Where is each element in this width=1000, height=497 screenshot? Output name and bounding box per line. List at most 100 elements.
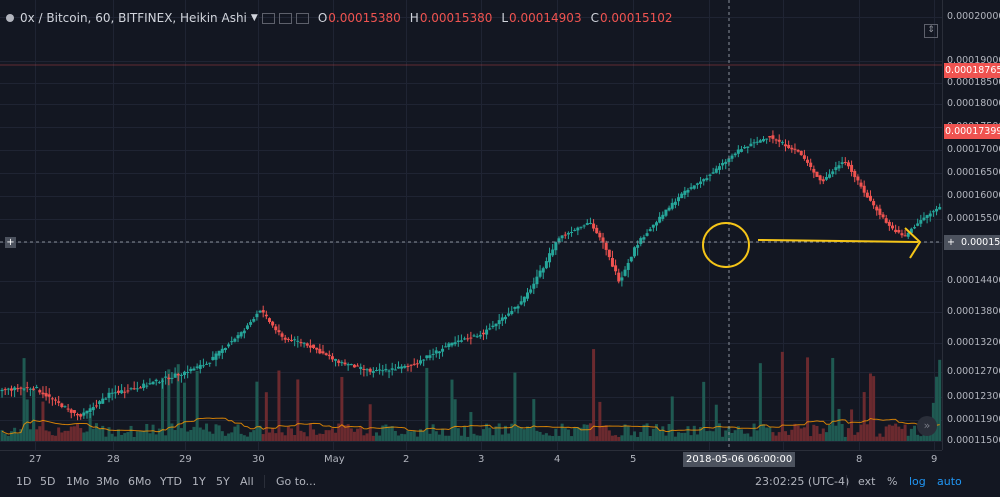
volume-bar: [711, 431, 715, 441]
volume-bar: [491, 435, 495, 441]
chart-area[interactable]: [0, 0, 942, 450]
candle-body: [327, 354, 331, 357]
candle-body: [44, 393, 48, 397]
volume-bar: [22, 358, 26, 441]
grid-line: [0, 104, 942, 105]
volume-bar: [223, 435, 227, 441]
range-ytd-button[interactable]: YTD: [160, 475, 182, 488]
candle-body: [686, 189, 690, 193]
candle-body: [677, 197, 681, 202]
range-1mo-button[interactable]: 1Mo: [66, 475, 90, 488]
volume-bar: [466, 436, 470, 441]
eye-icon[interactable]: [261, 12, 275, 24]
volume-bar: [702, 381, 706, 441]
time-axis[interactable]: 27282930May23456789 2018-05-06 06:00:00: [0, 450, 942, 468]
candle-body: [743, 147, 747, 149]
range-3mo-button[interactable]: 3Mo: [96, 475, 120, 488]
price-tick-label: 0.00019000: [947, 55, 1000, 66]
candle-body: [500, 317, 504, 321]
candle-body: [724, 161, 728, 164]
volume-bar: [123, 433, 127, 441]
candle-body: [604, 242, 608, 250]
bottom-toolbar: 1D 5D 1Mo 3Mo 6Mo YTD 1Y 5Y All Go to...…: [0, 468, 1000, 497]
volume-bar: [390, 426, 394, 441]
volume-bar: [607, 430, 611, 441]
volume-bar: [743, 433, 747, 441]
volume-bar: [692, 425, 696, 441]
volume-bar: [557, 435, 561, 441]
candle-body: [607, 249, 611, 258]
goto-date-button[interactable]: Go to...: [276, 475, 317, 488]
candle-body: [189, 368, 193, 372]
candle-body: [673, 201, 677, 205]
volume-bar: [167, 369, 171, 441]
candle-body: [456, 340, 460, 342]
volume-bar: [526, 426, 530, 441]
chart-canvas[interactable]: [0, 0, 942, 450]
candle-body: [884, 218, 888, 223]
volume-bar: [208, 431, 212, 441]
settings-icon[interactable]: [278, 12, 292, 24]
volume-bar: [598, 401, 602, 441]
crosshair-plus-icon[interactable]: +: [5, 237, 16, 248]
candle-body: [249, 322, 253, 325]
volume-bar: [337, 423, 341, 441]
add-alert-icon[interactable]: +: [947, 237, 955, 248]
candle-body: [164, 376, 168, 378]
candle-body: [94, 405, 98, 407]
range-1d-button[interactable]: 1D: [16, 475, 32, 488]
candle-body: [755, 141, 759, 143]
utc-clock[interactable]: 23:02:25 (UTC-4): [755, 475, 850, 488]
time-tick-label: 3: [478, 454, 485, 465]
range-1y-button[interactable]: 1Y: [192, 475, 206, 488]
symbol-title[interactable]: 0x / Bitcoin, 60, BITFINEX, Heikin Ashi: [20, 11, 247, 25]
candle-body: [636, 245, 640, 248]
candle-body: [138, 387, 142, 389]
range-all-button[interactable]: All: [240, 475, 254, 488]
volume-bar: [642, 424, 646, 441]
volume-bar: [371, 435, 375, 441]
candle-body: [359, 366, 363, 370]
volume-bar: [648, 436, 652, 441]
volume-bar: [802, 427, 806, 441]
scroll-to-realtime-icon[interactable]: »: [917, 416, 937, 436]
range-6mo-button[interactable]: 6Mo: [128, 475, 152, 488]
volume-bar: [72, 426, 76, 441]
candle-body: [233, 338, 237, 342]
log-scale-toggle[interactable]: log: [909, 475, 926, 488]
candle-body: [173, 373, 177, 378]
percent-scale-toggle[interactable]: %: [887, 475, 898, 488]
time-tick-label: 2: [403, 454, 410, 465]
volume-bar: [98, 428, 102, 441]
range-5d-button[interactable]: 5D: [40, 475, 56, 488]
candle-body: [38, 390, 42, 393]
candle-body: [148, 383, 152, 385]
volume-bar: [746, 433, 750, 441]
candle-body: [834, 167, 838, 171]
grid-line: [0, 83, 942, 84]
price-tick-label: 0.00020000: [947, 11, 1000, 22]
price-axis[interactable]: 0.00020000 0.00019000 0.00018500 0.00018000…: [942, 0, 1000, 450]
volume-bar: [220, 431, 224, 441]
auto-scale-toggle[interactable]: auto: [937, 475, 962, 488]
candle-body: [598, 232, 602, 238]
candle-body: [497, 320, 501, 325]
maximize-icon[interactable]: ⇕: [924, 24, 938, 38]
candle-body: [670, 202, 674, 209]
extended-hours-toggle[interactable]: ext: [858, 475, 876, 488]
volume-bar: [850, 409, 854, 441]
grid-line: [113, 0, 114, 450]
volume-bar: [739, 429, 743, 441]
range-5y-button[interactable]: 5Y: [216, 475, 230, 488]
volume-ma-line: [1, 417, 940, 435]
chevron-down-icon[interactable]: ▼: [250, 13, 258, 23]
candle-body: [220, 348, 224, 353]
volume-bar: [227, 433, 231, 441]
candle-body: [63, 406, 67, 408]
candle-body: [664, 209, 668, 216]
volume-bar: [132, 436, 136, 441]
candle-body: [491, 325, 495, 328]
close-icon[interactable]: [295, 12, 309, 24]
volume-bar: [129, 425, 133, 441]
candle-body: [286, 338, 290, 340]
